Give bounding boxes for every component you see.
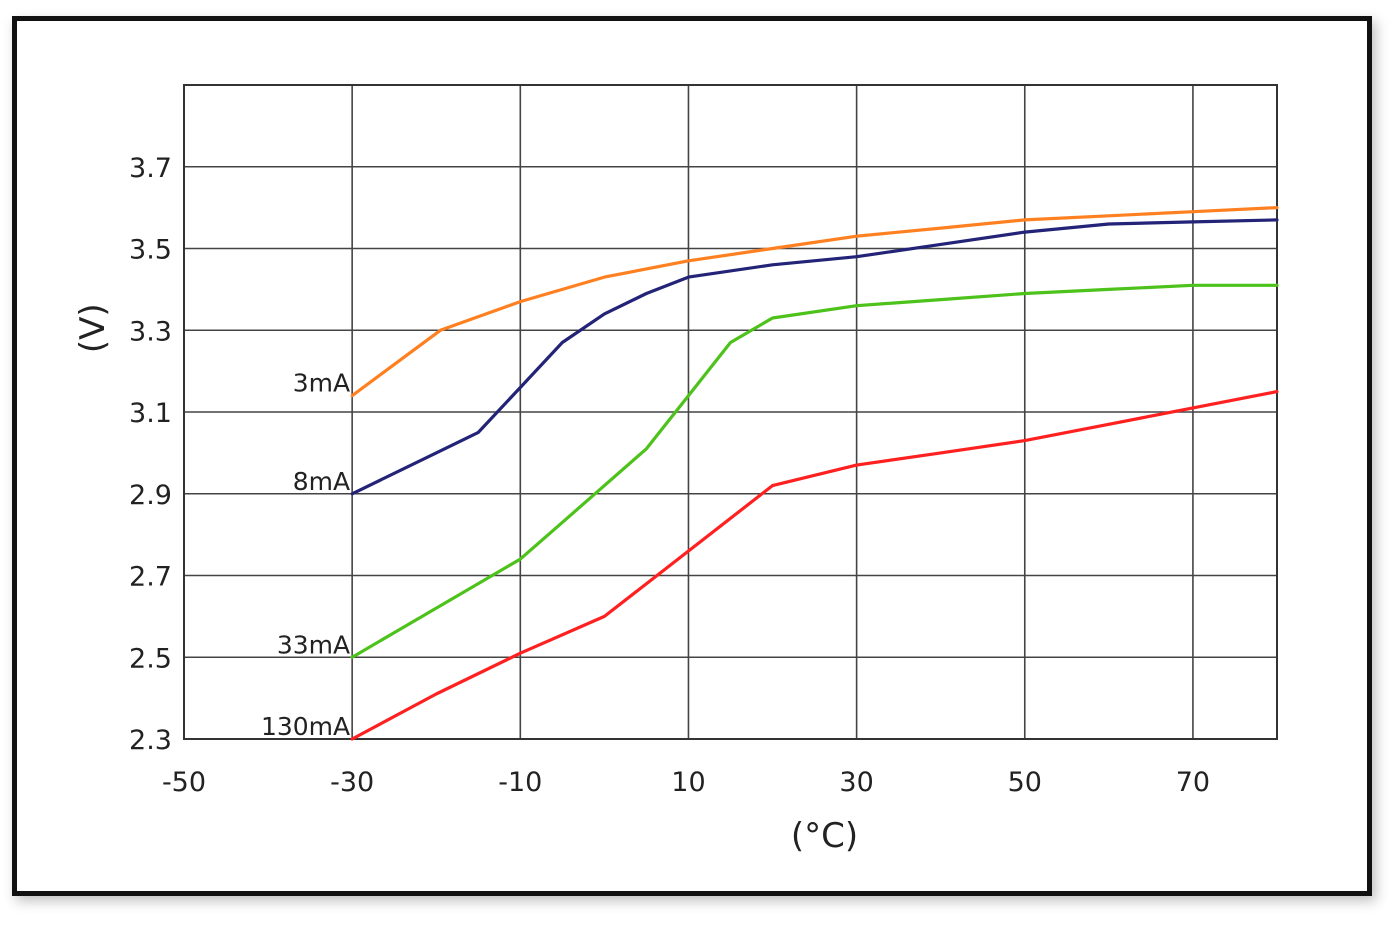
x-tick-label: 10	[671, 767, 705, 798]
x-tick-label: 50	[1008, 767, 1042, 798]
series-line-8mA	[350, 218, 1279, 496]
y-tick-label: 3.3	[129, 316, 172, 347]
y-tick-label: 2.5	[129, 643, 172, 674]
series-label-8mA: 8mA	[293, 467, 350, 496]
x-tick-label: 70	[1176, 767, 1210, 798]
plot-area-border	[183, 84, 1278, 740]
x-tick-label: 30	[839, 767, 873, 798]
chart-frame: -50 -30 -10 10 30 50 70 2.3 2.5 2.7 2.9 3.1 3.3 3.5 3.…	[12, 16, 1372, 896]
y-tick-label: 3.1	[129, 398, 172, 429]
y-tick-label: 3.5	[129, 235, 172, 266]
series-line-3mA	[350, 206, 1279, 398]
series-lines	[350, 206, 1279, 741]
series-line-33mA	[350, 283, 1279, 659]
series-line-130mA	[350, 390, 1279, 741]
y-tick-label: 2.9	[129, 480, 172, 511]
y-tick-label: 2.3	[129, 725, 172, 756]
labels: -50 -30 -10 10 30 50 70 2.3 2.5 2.7 2.9 3.1 3.3 3.5 3.…	[129, 153, 1210, 798]
y-tick-label: 3.7	[129, 153, 172, 184]
y-axis-title: (V)	[73, 303, 113, 353]
series-label-33mA: 33mA	[277, 630, 350, 659]
x-tick-label: -30	[330, 767, 374, 798]
voltage-temperature-chart: -50 -30 -10 10 30 50 70 2.3 2.5 2.7 2.9 3.1 3.3 3.5 3.…	[73, 84, 1279, 856]
x-axis-title: (°C)	[791, 816, 858, 856]
x-tick-label: -10	[498, 767, 542, 798]
y-tick-label: 2.7	[129, 562, 172, 593]
series-label-3mA: 3mA	[293, 369, 350, 398]
x-tick-label: -50	[162, 767, 206, 798]
series-label-130mA: 130mA	[261, 712, 350, 741]
grid	[183, 84, 1278, 740]
